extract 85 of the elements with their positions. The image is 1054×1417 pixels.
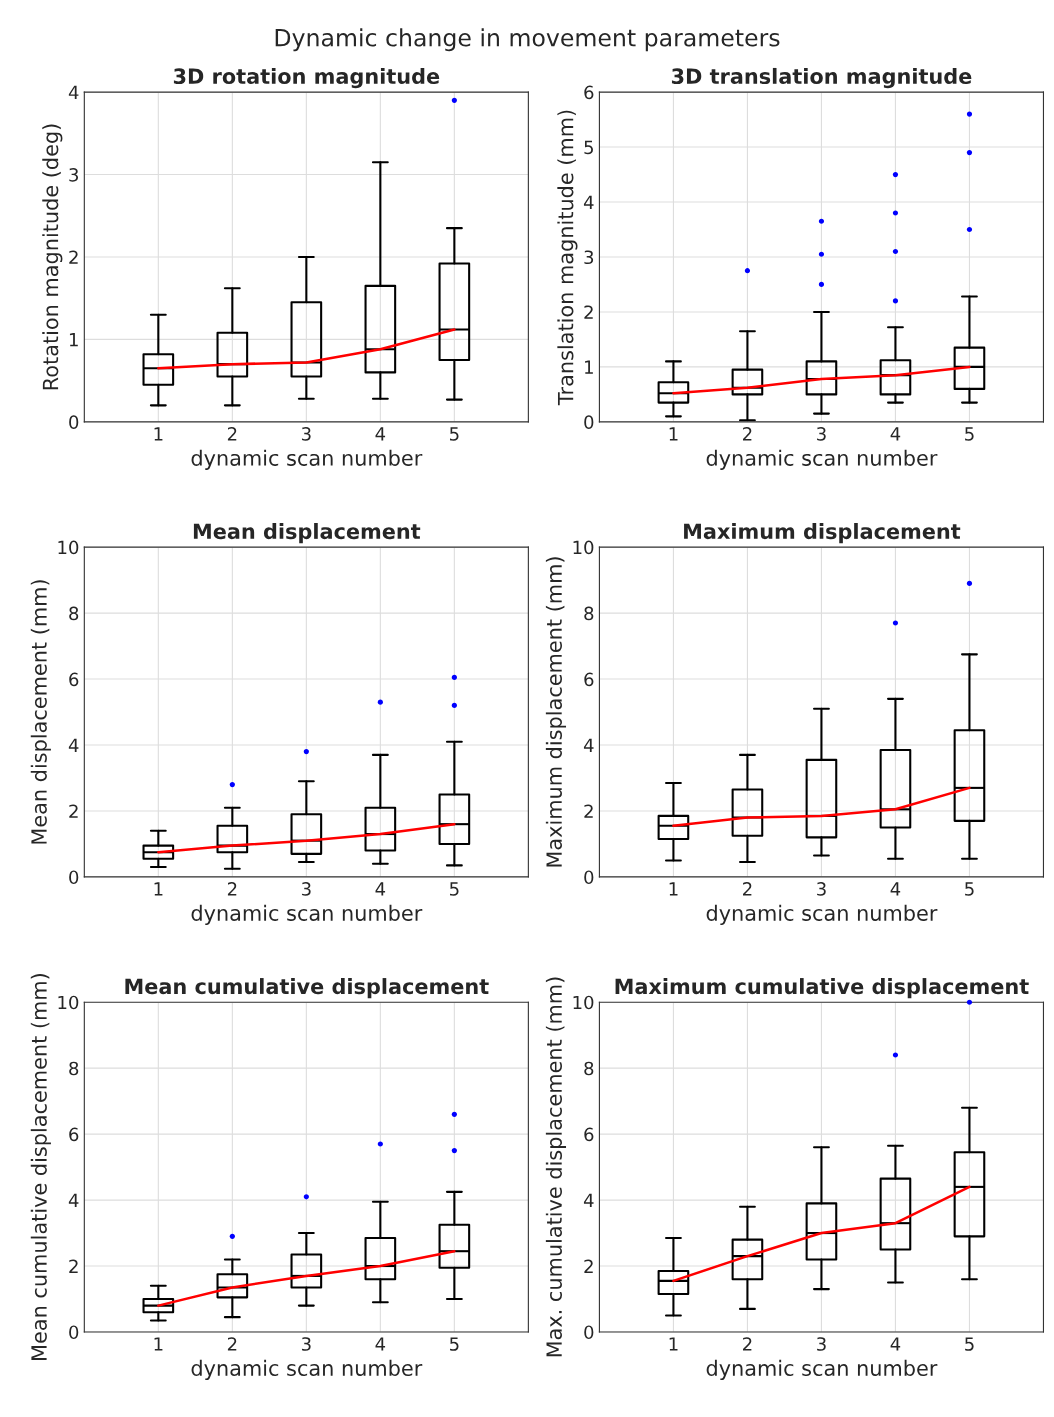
y-tick-label: 3 [69, 168, 79, 182]
x-tick-label: 4 [890, 427, 901, 441]
x-tick-label: 5 [965, 1337, 974, 1351]
chart-title: Mean displacement [193, 523, 421, 544]
y-tick-label: 10 [58, 995, 79, 1010]
y-tick-label: 2 [584, 1259, 593, 1273]
chart-title: Maximum displacement [684, 523, 961, 544]
x-tick-label: 1 [669, 427, 678, 441]
text: Dynamic change in movement parameters [275, 28, 780, 52]
x-axis-title: dynamic scan number [191, 904, 423, 925]
y-tick-label: 6 [584, 85, 594, 100]
chart-title: Maximum cumulative displacement [615, 978, 1029, 999]
y-tick-label: 2 [584, 305, 593, 319]
chart-title: 3D translation magnitude [671, 67, 972, 89]
y-tick-label: 10 [573, 540, 594, 555]
x-tick-label: 1 [154, 1337, 163, 1351]
y-tick-label: 4 [68, 85, 79, 99]
x-tick-label: 2 [743, 1337, 752, 1351]
y-tick-label: 0 [584, 870, 594, 885]
y-axis-title: Translation magnitude (mm) [557, 110, 578, 406]
x-tick-label: 2 [743, 882, 752, 896]
x-tick-label: 4 [890, 882, 901, 896]
y-axis-title: Mean displacement (mm) [30, 580, 51, 844]
y-tick-label: 10 [573, 995, 594, 1010]
x-tick-label: 3 [817, 1337, 826, 1351]
y-tick-label: 2 [69, 804, 78, 818]
x-tick-label: 2 [227, 882, 237, 896]
x-axis-title: dynamic scan number [191, 449, 423, 470]
y-tick-label: 6 [584, 1127, 594, 1142]
x-tick-label: 5 [450, 882, 459, 896]
y-tick-label: 8 [584, 606, 594, 621]
y-axis-title: Mean cumulative displacement (mm) [30, 974, 51, 1360]
x-axis-title: dynamic scan number [706, 904, 938, 925]
x-tick-label: 1 [669, 882, 678, 896]
y-tick-label: 4 [68, 1193, 79, 1207]
y-tick-label: 2 [584, 804, 593, 818]
y-tick-label: 0 [584, 1325, 594, 1340]
y-tick-label: 4 [583, 738, 594, 752]
y-tick-label: 6 [69, 672, 79, 687]
y-tick-label: 3 [584, 250, 594, 265]
x-tick-label: 3 [301, 1337, 311, 1351]
y-tick-label: 1 [69, 333, 78, 347]
x-axis-title: dynamic scan number [706, 449, 938, 470]
x-tick-label: 4 [375, 882, 386, 896]
x-tick-label: 3 [301, 882, 311, 896]
x-axis-title: dynamic scan number [191, 1359, 423, 1381]
x-tick-label: 4 [890, 1337, 901, 1351]
y-tick-label: 6 [69, 1127, 79, 1142]
y-tick-label: 1 [585, 360, 593, 374]
x-tick-label: 3 [301, 427, 311, 441]
y-tick-label: 5 [584, 140, 593, 155]
x-tick-label: 2 [743, 427, 752, 441]
y-tick-label: 4 [583, 1193, 594, 1207]
y-tick-label: 8 [69, 1061, 79, 1076]
y-tick-label: 4 [583, 195, 594, 209]
x-axis-title: dynamic scan number [706, 1359, 938, 1381]
y-tick-label: 8 [584, 1061, 594, 1076]
y-tick-label: 2 [69, 250, 78, 264]
x-tick-label: 5 [450, 427, 459, 441]
x-tick-label: 4 [375, 427, 386, 441]
x-tick-label: 5 [965, 882, 974, 896]
y-tick-label: 0 [69, 1325, 79, 1340]
y-tick-label: 2 [69, 1259, 78, 1273]
y-tick-label: 0 [69, 870, 79, 885]
y-tick-label: 0 [69, 415, 79, 429]
y-tick-label: 10 [58, 540, 79, 555]
x-tick-label: 5 [450, 1337, 459, 1351]
x-tick-label: 1 [154, 427, 163, 441]
y-tick-label: 0 [584, 415, 594, 429]
x-tick-label: 3 [817, 427, 826, 441]
x-tick-label: 1 [154, 882, 163, 896]
x-tick-label: 3 [817, 882, 826, 896]
y-tick-label: 4 [68, 738, 79, 752]
x-tick-label: 4 [375, 1337, 386, 1351]
x-tick-label: 5 [965, 427, 974, 441]
y-axis-title: Rotation magnitude (deg) [42, 124, 63, 390]
x-tick-label: 2 [227, 1337, 237, 1351]
x-tick-label: 1 [669, 1337, 678, 1351]
y-axis-title: Maximum displacement (mm) [545, 557, 567, 867]
y-tick-label: 8 [69, 606, 79, 621]
chart-title: Mean cumulative displacement [125, 978, 489, 999]
y-axis-title: Max. cumulative displacement (mm) [545, 977, 567, 1357]
chart-title: 3D rotation magnitude [173, 67, 440, 89]
x-tick-label: 2 [227, 427, 237, 441]
y-tick-label: 6 [584, 672, 594, 687]
